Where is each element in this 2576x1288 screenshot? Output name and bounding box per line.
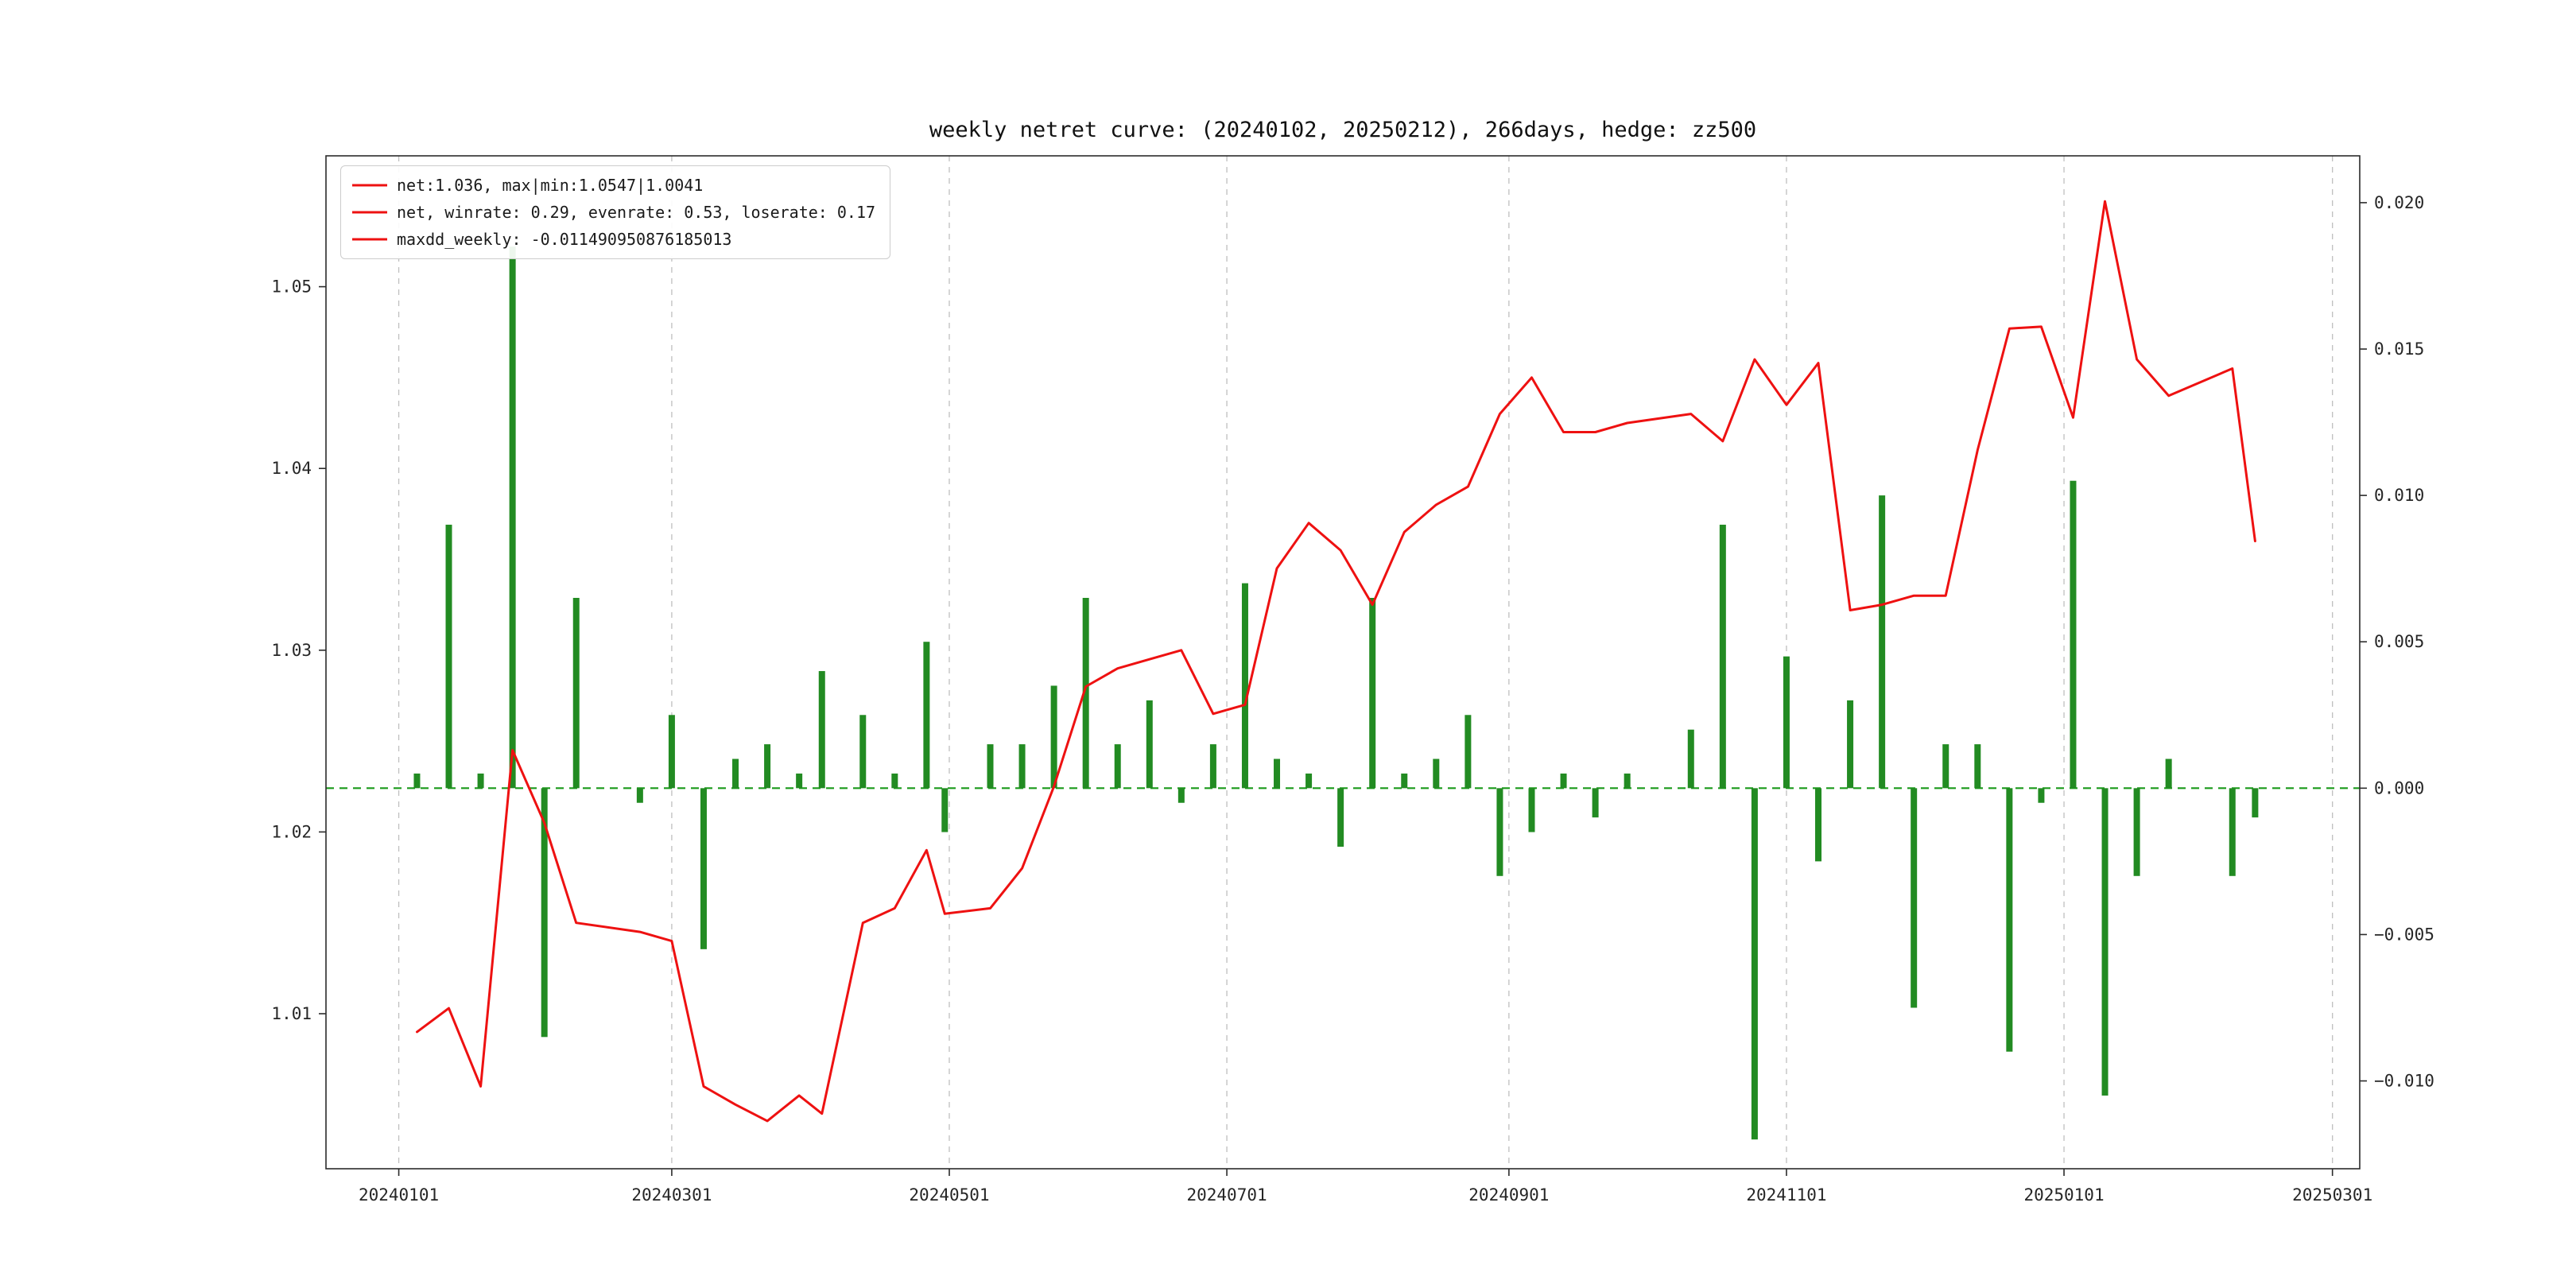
return-bar (1305, 773, 1313, 789)
legend-item-maxdd: maxdd_weekly: -0.011490950876185013 (352, 230, 875, 249)
axis-ticks-and-labels: 20240101 20240301 20240501 20240701 20240901… (271, 193, 2434, 1205)
chart-title: weekly netret curve: (20240102, 20250212… (929, 118, 1757, 142)
return-bar (668, 715, 675, 789)
return-bar (1783, 656, 1790, 789)
return-bar (1401, 773, 1408, 789)
weekly-return-bars (413, 246, 2259, 1140)
y-right-tick-label: −0.010 (2374, 1072, 2434, 1091)
return-bar (1114, 744, 1121, 789)
legend-label-winrate: net, winrate: 0.29, evenrate: 0.53, lose… (397, 203, 876, 222)
return-bar (2006, 788, 2013, 1052)
return-bar (1082, 597, 1089, 789)
y-right-tick-label: −0.005 (2374, 925, 2434, 944)
return-bar (732, 758, 739, 789)
return-bar (1465, 715, 1472, 789)
return-bar (1847, 700, 1854, 789)
return-bar (1560, 773, 1567, 789)
return-bar (1592, 788, 1599, 818)
grid-lines (398, 156, 2334, 1169)
return-bar (923, 642, 930, 789)
legend: net:1.036, max|min:1.0547|1.0041 net, wi… (340, 165, 891, 259)
return-bar (1018, 744, 1026, 789)
legend-line-sample (352, 238, 387, 241)
return-bar (2038, 788, 2045, 803)
x-tick-label: 20240301 (631, 1185, 712, 1205)
return-bar (1241, 583, 1248, 789)
y-left-tick-label: 1.04 (271, 459, 312, 478)
return-bar (1369, 597, 1376, 789)
return-bar (509, 246, 516, 789)
x-tick-label: 20250101 (2023, 1185, 2104, 1205)
x-tick-label: 20241101 (1746, 1185, 1826, 1205)
return-bar (859, 715, 867, 789)
return-bar (1050, 685, 1057, 789)
return-bar (1911, 788, 1918, 1008)
return-bar (413, 773, 421, 789)
return-bar (1974, 744, 1981, 789)
y-right-tick-label: 0.015 (2374, 339, 2424, 359)
return-bar (1879, 495, 1886, 789)
legend-label-net: net:1.036, max|min:1.0547|1.0041 (397, 176, 704, 195)
return-bar (445, 524, 452, 789)
x-tick-label: 20250301 (2292, 1185, 2372, 1205)
return-bar (1146, 700, 1153, 789)
return-bar (987, 744, 994, 789)
y-right-tick-label: 0.005 (2374, 632, 2424, 651)
y-left-tick-label: 1.01 (271, 1004, 312, 1023)
legend-line-sample (352, 184, 387, 187)
return-bar (700, 788, 707, 949)
return-bar (1433, 758, 1440, 789)
return-bar (2133, 788, 2140, 876)
return-bar (2229, 788, 2236, 876)
y-right-tick-label: 0.000 (2374, 778, 2424, 797)
return-bar (2101, 788, 2109, 1096)
return-bar (764, 744, 771, 789)
legend-item-net: net:1.036, max|min:1.0547|1.0041 (352, 176, 875, 195)
return-bar (1337, 788, 1344, 847)
return-bar (1528, 788, 1535, 832)
return-bar (1177, 788, 1185, 803)
axes-frame (325, 155, 2361, 1170)
return-bar (1209, 744, 1216, 789)
return-bar (636, 788, 643, 803)
return-bar (541, 788, 548, 1038)
return-bar (1942, 744, 1949, 789)
x-tick-label: 20240701 (1186, 1185, 1267, 1205)
x-tick-label: 20240501 (909, 1185, 989, 1205)
return-bar (2070, 480, 2077, 789)
y-left-tick-label: 1.02 (271, 822, 312, 841)
return-bar (477, 773, 484, 789)
y-left-tick-label: 1.05 (271, 277, 312, 297)
return-bar (1751, 788, 1758, 1140)
net-curve-line (416, 200, 2256, 1123)
return-bar (796, 773, 803, 789)
x-tick-label: 20240901 (1468, 1185, 1549, 1205)
return-bar (2165, 758, 2172, 789)
x-tick-label: 20240101 (359, 1185, 439, 1205)
return-bar (1815, 788, 1822, 862)
return-bar (1496, 788, 1503, 876)
return-bar (941, 788, 949, 832)
legend-line-sample (352, 211, 387, 214)
y-right-tick-label: 0.010 (2374, 486, 2424, 505)
legend-item-winrate: net, winrate: 0.29, evenrate: 0.53, lose… (352, 203, 875, 222)
return-bar (891, 773, 898, 789)
return-bar (1687, 729, 1694, 789)
y-left-tick-label: 1.03 (271, 641, 312, 660)
return-bar (818, 671, 825, 789)
y-right-tick-label: 0.020 (2374, 193, 2424, 212)
return-bar (572, 597, 580, 789)
return-bar (1719, 524, 1726, 789)
legend-label-maxdd: maxdd_weekly: -0.011490950876185013 (397, 230, 732, 249)
return-bar (1274, 758, 1281, 789)
return-bar (2252, 788, 2259, 818)
return-bar (1624, 773, 1631, 789)
